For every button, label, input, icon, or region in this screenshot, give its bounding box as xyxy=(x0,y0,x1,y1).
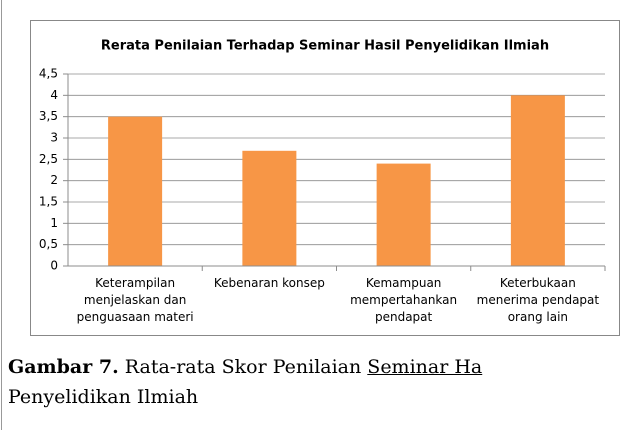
x-tick-label: Keterbukaan menerima pendapat orang lain xyxy=(476,276,600,324)
y-tick-label: 4 xyxy=(50,88,58,102)
bar xyxy=(376,163,431,266)
bar xyxy=(242,150,297,266)
y-tick-label: 0,5 xyxy=(39,237,58,251)
y-tick-label: 2 xyxy=(50,173,58,187)
chart-title: Rerata Penilaian Terhadap Seminar Hasil … xyxy=(101,39,549,54)
x-tick-label: Keterampilan menjelaskan dan penguasaan … xyxy=(76,276,194,324)
y-tick-label: 2,5 xyxy=(39,152,58,166)
caption-label: Gambar 7. xyxy=(8,356,119,378)
caption-line-2: Penyelidikan Ilmiah xyxy=(8,386,199,408)
y-tick-label: 3 xyxy=(50,131,58,145)
caption-text: Rata-rata Skor Penilaian xyxy=(124,356,362,378)
x-tick-label: Kemampuan mempertahankan pendapat xyxy=(350,276,458,324)
caption-line-1: Gambar 7. Rata-rata Skor Penilaian Semin… xyxy=(8,356,482,378)
y-tick-label: 3,5 xyxy=(39,109,58,123)
bar xyxy=(510,95,565,266)
x-tick-label: Kebenaran konsep xyxy=(213,276,325,290)
y-tick-label: 0 xyxy=(50,259,58,273)
y-tick-label: 1 xyxy=(50,216,58,230)
bar xyxy=(108,116,163,267)
y-tick-label: 1,5 xyxy=(39,195,58,209)
caption-underlined: Seminar Ha xyxy=(367,356,483,378)
y-tick-label: 4,5 xyxy=(39,67,58,81)
